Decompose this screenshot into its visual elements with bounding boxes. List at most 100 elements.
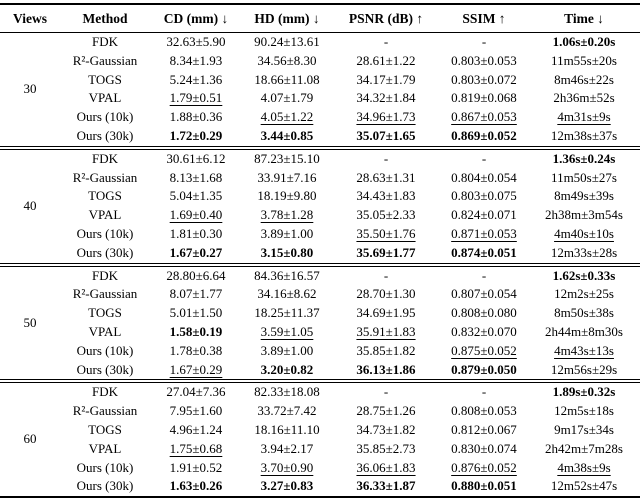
method-label: R²-Gaussian — [72, 169, 138, 185]
metric-value: 11m50s±27s — [551, 169, 617, 185]
metric-cell: 8.13±1.68 — [150, 169, 242, 188]
metric-value: 1.78±0.38 — [169, 342, 223, 358]
method-label: Ours (30k) — [76, 127, 134, 143]
metric-cell: - — [440, 265, 528, 286]
metric-value: 7.95±1.60 — [169, 403, 223, 419]
metric-cell: 28.61±1.22 — [332, 52, 440, 71]
metric-cell: 1.72±0.29 — [150, 127, 242, 148]
metric-cell: 35.85±1.82 — [332, 342, 440, 361]
metric-value: - — [481, 384, 487, 400]
metric-value: 35.05±2.33 — [356, 207, 416, 223]
metric-value: 0.804±0.054 — [451, 169, 517, 185]
method-label: Ours (30k) — [76, 361, 134, 377]
metric-value: 0.874±0.051 — [451, 244, 517, 260]
metric-cell: 2h44m±8m30s — [528, 323, 640, 342]
metric-value: 35.85±2.73 — [356, 440, 416, 456]
metric-cell: 0.869±0.052 — [440, 127, 528, 148]
metric-cell: - — [332, 33, 440, 52]
table-row: Ours (30k) 1.67±0.27 3.15±0.80 35.69±1.77 0.… — [0, 244, 640, 265]
table-row: R²-Gaussian 8.34±1.93 34.56±8.30 28.61±1.22… — [0, 52, 640, 71]
metric-cell: 2h38m±3m54s — [528, 206, 640, 225]
table-row: Ours (10k) 1.81±0.30 3.89±1.00 35.50±1.76 0.… — [0, 225, 640, 244]
column-header-method: Method — [82, 10, 128, 26]
metric-cell: 34.73±1.82 — [332, 421, 440, 440]
metric-cell: 3.78±1.28 — [242, 206, 332, 225]
views-group: 50 FDK 28.80±6.64 84.36±16.57 - - 1.62s±0.33s R… — [0, 264, 640, 382]
metric-value: 1.62s±0.33s — [552, 267, 616, 283]
metric-value: 82.33±18.08 — [254, 384, 320, 400]
metric-cell: 1.06s±0.20s — [528, 33, 640, 52]
metric-value: 12m33s±28s — [550, 244, 618, 260]
table-header: Views Method CD (mm) ↓ HD (mm) ↓ PSNR (d… — [0, 4, 640, 33]
metric-cell: 0.808±0.053 — [440, 402, 528, 421]
metric-cell: 36.33±1.87 — [332, 477, 440, 497]
metric-value: 34.17±1.79 — [356, 71, 416, 87]
table-row: R²-Gaussian 8.07±1.77 34.16±8.62 28.70±1.30… — [0, 285, 640, 304]
metric-cell: 3.15±0.80 — [242, 244, 332, 265]
metric-value: 12m56s±29s — [550, 361, 618, 377]
metric-cell: 34.32±1.84 — [332, 89, 440, 108]
metric-value: 1.06s±0.20s — [552, 34, 616, 49]
metric-value: 3.27±0.83 — [260, 478, 314, 494]
metric-value: 8.34±1.93 — [169, 52, 223, 68]
metric-value: 3.70±0.90 — [260, 459, 314, 475]
table-row: 60 FDK 27.04±7.36 82.33±18.08 - - 1.89s±0.32s — [0, 381, 640, 446]
metric-cell: 1.67±0.27 — [150, 244, 242, 265]
metric-cell: 34.17±1.79 — [332, 71, 440, 90]
metric-value: 9m17s±34s — [554, 421, 614, 437]
table-row: Ours (30k) 1.67±0.29 3.20±0.82 36.13±1.86 0.… — [0, 361, 640, 382]
metric-cell: 28.70±1.30 — [332, 285, 440, 304]
metric-cell: - — [440, 381, 528, 402]
metric-value: 0.875±0.052 — [451, 342, 517, 358]
metric-value: 0.867±0.053 — [451, 109, 517, 125]
metric-value: 32.63±5.90 — [166, 34, 226, 49]
metric-value: - — [383, 34, 389, 49]
method-label: TOGS — [88, 305, 122, 321]
metric-cell: 0.875±0.052 — [440, 342, 528, 361]
method-label: Ours (10k) — [76, 225, 134, 241]
metric-value: 34.56±8.30 — [257, 52, 317, 68]
metric-cell: 0.803±0.075 — [440, 187, 528, 206]
metric-cell: 0.832±0.070 — [440, 323, 528, 342]
metric-value: 34.96±1.73 — [356, 109, 416, 125]
method-label: FDK — [91, 384, 118, 400]
metric-cell: - — [332, 265, 440, 286]
table-row: TOGS 5.24±1.36 18.66±11.08 34.17±1.79 0.803±… — [0, 71, 640, 90]
method-label: Ours (10k) — [76, 109, 134, 125]
metric-value: 4m31s±9s — [557, 109, 611, 125]
metric-cell: 1.79±0.51 — [150, 89, 242, 108]
metric-cell: 34.96±1.73 — [332, 108, 440, 127]
metric-cell: 18.25±11.37 — [242, 304, 332, 323]
table-row: Ours (10k) 1.78±0.38 3.89±1.00 35.85±1.82 0.… — [0, 342, 640, 361]
metric-value: 3.78±1.28 — [260, 207, 314, 223]
metric-cell: 4.96±1.24 — [150, 421, 242, 440]
metric-value: 1.69±0.40 — [169, 207, 223, 223]
metric-cell: 0.874±0.051 — [440, 244, 528, 265]
metric-value: 5.04±1.35 — [169, 188, 223, 204]
metric-cell: 35.05±2.33 — [332, 206, 440, 225]
metric-cell: 28.80±6.64 — [150, 265, 242, 286]
column-header-ssim: SSIM ↑ — [462, 10, 506, 26]
metric-cell: 0.808±0.080 — [440, 304, 528, 323]
method-label: FDK — [91, 150, 118, 166]
method-label: TOGS — [88, 71, 122, 87]
metric-cell: 12m56s±29s — [528, 361, 640, 382]
metric-cell: 5.24±1.36 — [150, 71, 242, 90]
column-header-cd: CD (mm) ↓ — [163, 10, 229, 26]
table-row: 30 FDK 32.63±5.90 90.24±13.61 - - 1.06s±0.20s — [0, 33, 640, 96]
column-header-views: Views — [13, 10, 47, 26]
metric-value: 12m5s±18s — [554, 403, 614, 419]
metric-value: 4.07±1.79 — [260, 90, 314, 106]
metric-cell: 4.07±1.79 — [242, 89, 332, 108]
table-row: 50 FDK 28.80±6.64 84.36±16.57 - - 1.62s±0.33s — [0, 265, 640, 330]
metric-value: 18.16±11.10 — [254, 421, 320, 437]
metric-cell: 4m40s±10s — [528, 225, 640, 244]
metric-value: 1.67±0.27 — [169, 244, 223, 260]
metric-cell: 3.94±2.17 — [242, 440, 332, 459]
metric-cell: 0.876±0.052 — [440, 459, 528, 478]
metric-value: - — [383, 384, 389, 400]
metric-cell: 34.69±1.95 — [332, 304, 440, 323]
metric-value: 1.58±0.19 — [169, 323, 223, 339]
metric-value: 1.36s±0.24s — [552, 150, 616, 166]
metric-value: 3.94±2.17 — [260, 440, 314, 456]
